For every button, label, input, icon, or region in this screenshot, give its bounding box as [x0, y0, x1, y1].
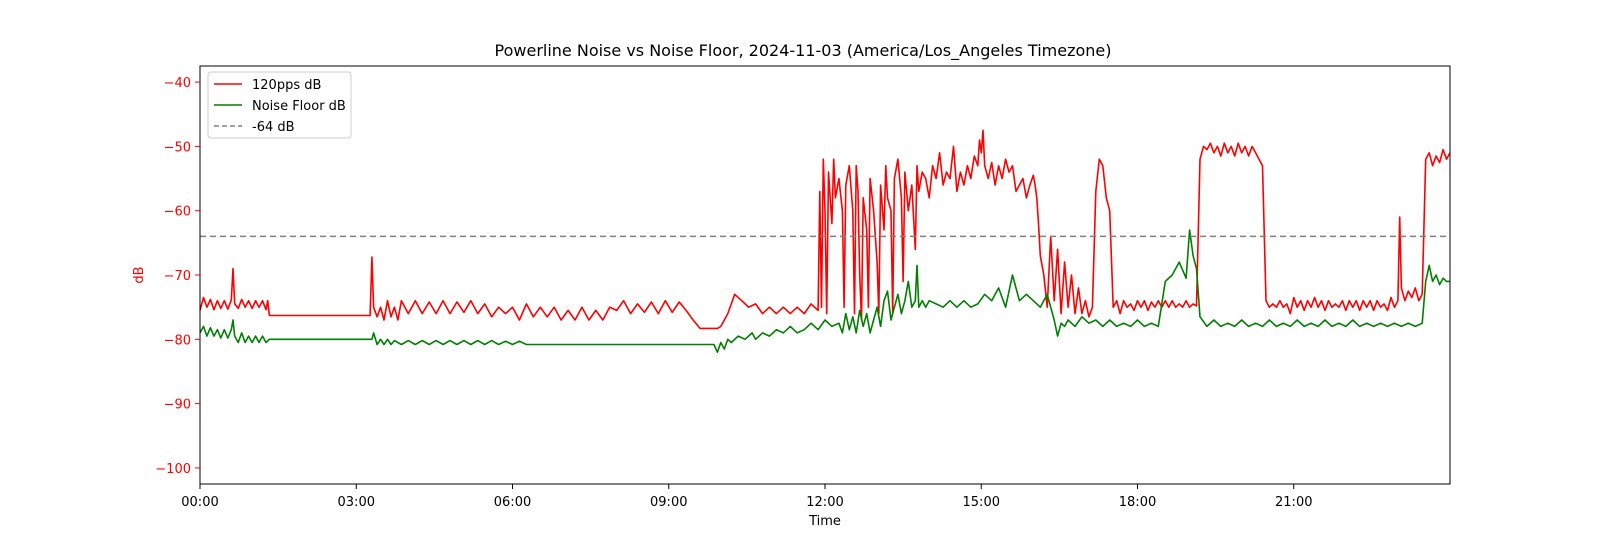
y-tick-label: −80 [164, 333, 191, 348]
y-tick-label: −50 [164, 140, 191, 155]
x-tick-label: 15:00 [963, 495, 1000, 510]
x-tick-label: 12:00 [806, 495, 843, 510]
x-tick-label: 18:00 [1119, 495, 1156, 510]
x-axis: 00:00 03:00 06:00 09:00 12:00 15:00 18:00 21:00 [181, 484, 1312, 510]
y-tick-label: −40 [164, 76, 191, 91]
legend-label: 120pps dB [252, 78, 321, 93]
legend-label: Noise Floor dB [252, 99, 346, 114]
x-tick-label: 21:00 [1275, 495, 1312, 510]
x-axis-label: Time [808, 514, 841, 529]
y-axis-label: dB [132, 266, 147, 283]
y-tick-label: −70 [164, 269, 191, 284]
legend-box [207, 71, 352, 139]
x-tick-label: 06:00 [494, 495, 531, 510]
y-tick-label: −100 [155, 462, 191, 477]
plot-area [199, 129, 1451, 353]
legend: 120pps dB Noise Floor dB -64 dB [207, 71, 352, 139]
legend-label: -64 dB [252, 120, 295, 135]
x-tick-label: 09:00 [650, 495, 687, 510]
series-line-noise-floor-db [199, 229, 1450, 353]
y-axis: −40 −50 −60 −70 −80 −90 −100 [155, 76, 200, 477]
x-tick-label: 03:00 [338, 495, 375, 510]
chart-title: Powerline Noise vs Noise Floor, 2024-11-… [495, 41, 1112, 61]
y-tick-label: −90 [164, 398, 191, 413]
x-tick-label: 00:00 [181, 495, 218, 510]
series-line-120pps-db [199, 129, 1451, 330]
y-tick-label: −60 [164, 205, 191, 220]
axes-frame [199, 65, 1451, 485]
